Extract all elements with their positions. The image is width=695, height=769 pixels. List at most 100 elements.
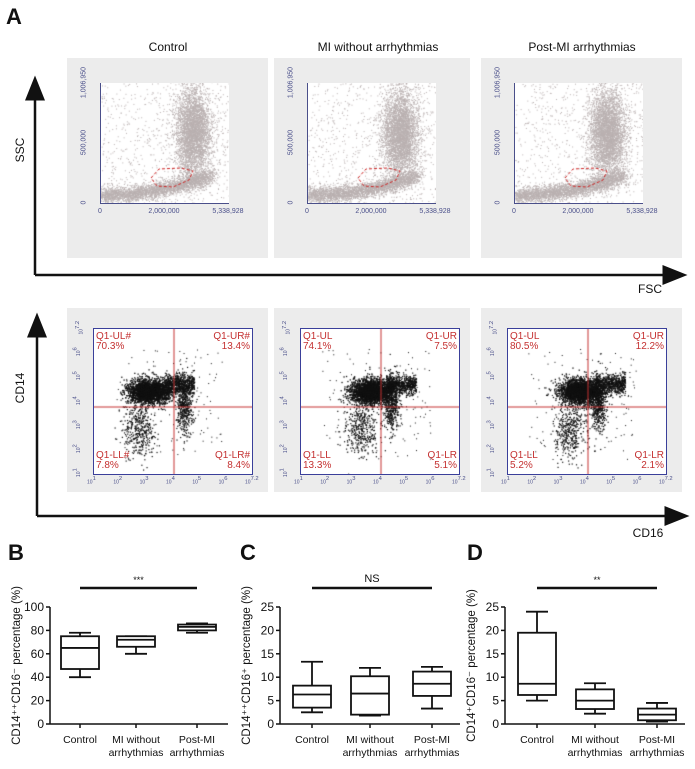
tick-exponent: 1	[279, 468, 286, 472]
y-tick-zero: 0	[494, 200, 502, 205]
category-label: Control	[520, 734, 554, 746]
tick-base: 10	[659, 479, 665, 486]
y-tick-label: 102	[73, 444, 82, 453]
tick-exponent: 2	[118, 476, 123, 482]
tick-base: 10	[490, 471, 497, 478]
tick-exponent: 1	[506, 476, 510, 482]
significance-label: **	[593, 575, 601, 585]
x-tick-label: 105	[399, 476, 408, 485]
x-tick-label: 102	[320, 476, 329, 485]
tick-exponent: 7.2	[664, 476, 673, 482]
cd14-cd16-plot: Q1-UL# 70.3% Q1-UR# 13.4% Q1-LL# 7.8% Q1-LR# 8.…	[93, 328, 253, 475]
y-axis-label: CD14⁺CD16⁻ percentage (%)	[466, 589, 478, 742]
tick-exponent: 3	[559, 476, 563, 482]
quadrant-ll-percent: 13.3%	[303, 460, 332, 471]
tick-base: 10	[76, 471, 83, 478]
tick-base: 10	[492, 328, 499, 335]
tick-exponent: 1	[92, 476, 96, 482]
cd14-cd16-panel: Q1-UL 74.1% Q1-UR 7.5% Q1-LL 13.3% Q1-LR 5.1% 10…	[274, 308, 470, 492]
category-label: Control	[63, 734, 97, 746]
tick-exponent: 7.2	[457, 476, 466, 482]
tick-base: 10	[78, 328, 85, 335]
x-tick-label: 102	[113, 476, 122, 485]
quadrant-ll-label: Q1-LL# 7.8%	[96, 451, 129, 471]
y-tick-label: 106	[487, 347, 496, 356]
tick-exponent: 5	[72, 371, 79, 375]
tick-base: 10	[166, 479, 172, 486]
y-tick-label: 80	[31, 623, 45, 637]
category-label: arrhythmias	[405, 747, 460, 759]
y-tick-label: 60	[31, 647, 45, 661]
y-tick-label: 101	[280, 468, 289, 477]
tick-base: 10	[490, 447, 497, 453]
x-tick-label: 103	[554, 476, 563, 485]
tick-base: 10	[490, 399, 497, 405]
y-tick-mid: 500,000	[80, 129, 88, 156]
significance-label: ***	[133, 575, 144, 585]
box-iqr	[412, 670, 452, 697]
cd14-cd16-scatter	[94, 329, 252, 474]
x-tick-max: 5,338,928	[626, 208, 658, 215]
box-iqr	[60, 635, 100, 670]
box-iqr	[116, 635, 156, 648]
tick-exponent: 4	[72, 395, 79, 400]
x-tick-label: 105	[606, 476, 615, 485]
tick-base: 10	[192, 479, 198, 486]
quadrant-ul-name: Q1-UL#	[96, 331, 132, 342]
y-tick-label: 105	[487, 372, 496, 381]
fsc-ssc-plot	[514, 83, 643, 204]
y-tick-zero: 0	[80, 200, 88, 205]
y-tick-label: 25	[261, 600, 275, 614]
tick-base: 10	[218, 479, 225, 486]
quadrant-lr-name: Q1-LR	[634, 450, 664, 461]
tick-base: 10	[490, 350, 497, 357]
y-tick-mid: 500,000	[287, 129, 295, 156]
tick-exponent: 3	[279, 419, 286, 424]
tick-exponent: 6	[638, 476, 642, 482]
x-tick-max: 5,338,928	[212, 208, 244, 215]
tick-exponent: 2	[325, 476, 330, 482]
quadrant-ul-percent: 74.1%	[303, 341, 332, 352]
y-axis-label: CD14⁺⁺CD16⁺ percentage (%)	[241, 586, 253, 745]
y-tick-label: 25	[486, 600, 500, 614]
quadrant-ul-label: Q1-UL 74.1%	[303, 332, 332, 352]
group-title-control: Control	[148, 40, 188, 54]
quadrant-lr-label: Q1-LR 5.1%	[428, 451, 457, 471]
quadrant-ur-percent: 13.4%	[221, 341, 250, 352]
category-label: arrhythmias	[170, 747, 225, 759]
x-tick-label: 106	[633, 476, 642, 485]
tick-base: 10	[632, 479, 639, 486]
quadrant-ur-label: Q1-UR 7.5%	[426, 332, 457, 352]
quadrant-ul-label: Q1-UL# 70.3%	[96, 332, 131, 352]
tick-base: 10	[283, 350, 290, 357]
tick-base: 10	[320, 479, 326, 486]
y-tick-label: 0	[267, 717, 274, 731]
tick-base: 10	[490, 423, 497, 429]
category-label: Post-MI	[414, 734, 450, 746]
quadrant-ll-label: Q1-LL 5.2%	[510, 451, 538, 471]
tick-exponent: 5	[197, 476, 202, 482]
tick-exponent: 5	[611, 476, 616, 482]
quadrant-ul-label: Q1-UL 80.5%	[510, 332, 539, 352]
quadrant-ur-label: Q1-UR# 13.4%	[213, 332, 250, 352]
y-tick-max: 1,006,950	[494, 66, 502, 99]
y-tick-label: 105	[280, 372, 289, 381]
cd14-cd16-plot: Q1-UL 80.5% Q1-UR 12.2% Q1-LL 5.2% Q1-LR 2.1%	[507, 328, 667, 475]
tick-base: 10	[346, 479, 353, 486]
tick-exponent: 2	[72, 444, 79, 448]
fsc-ssc-panel: 1,006,950 500,000 0 0 2,000,000 5,338,928	[67, 58, 268, 258]
x-tick-label: 104	[166, 476, 175, 485]
tick-exponent: 5	[486, 371, 493, 375]
box-iqr	[575, 688, 615, 710]
tick-exponent: 6	[431, 476, 435, 482]
tick-exponent: 6	[72, 347, 79, 351]
category-label: Control	[295, 734, 329, 746]
y-tick-label: 103	[487, 420, 496, 429]
fsc-ssc-panel: 1,006,950 500,000 0 0 2,000,000 5,338,928	[481, 58, 682, 258]
cd14-cd16-panel: Q1-UL# 70.3% Q1-UR# 13.4% Q1-LL# 7.8% Q1-LR# 8.…	[67, 308, 268, 492]
tick-base: 10	[139, 479, 146, 486]
quadrant-ul-name: Q1-UL	[510, 331, 540, 342]
box-2	[575, 682, 615, 715]
tick-exponent: 7.2	[250, 476, 259, 482]
